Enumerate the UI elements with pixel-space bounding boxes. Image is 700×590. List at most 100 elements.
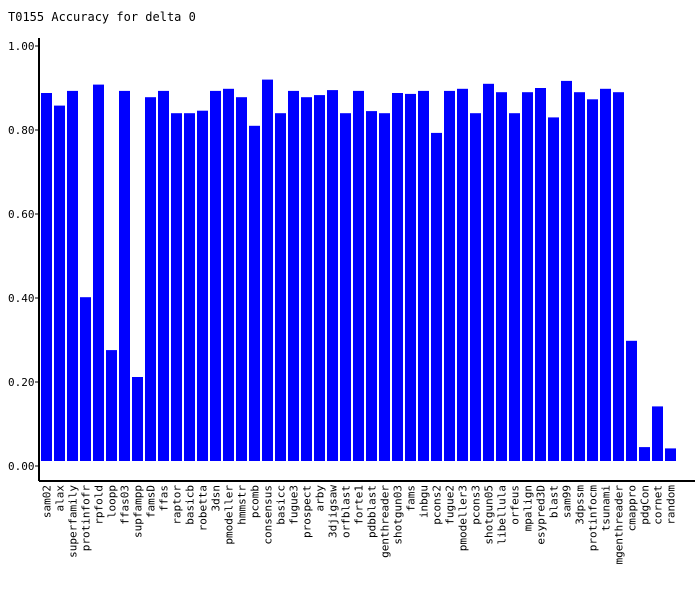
bar-fams: [405, 93, 416, 462]
bar-pcons3: [470, 113, 481, 461]
bar-pmodeller: [223, 88, 234, 462]
x-tick-label: mgenthreader: [613, 485, 626, 565]
bar-genthreader: [379, 113, 390, 461]
x-tick-label: sam99: [561, 485, 574, 518]
bar-esypred3D: [535, 88, 546, 461]
x-tick-label: pdgCon: [639, 485, 652, 525]
x-tick-label: tsunami: [600, 485, 613, 531]
x-tick-label: fugue3: [288, 485, 301, 525]
bar-basicc: [275, 113, 286, 461]
y-tick-label: 0.80: [8, 124, 35, 137]
x-tick-label: rpfold: [93, 485, 106, 525]
bar-3dsn: [210, 90, 221, 462]
bar-blast: [548, 117, 559, 462]
bar-pdbblast: [366, 111, 377, 461]
x-axis-labels: sam02 alax superfamily protinfofr rpfold loop…: [41, 485, 678, 565]
x-tick-label: pmodeller3: [457, 485, 470, 551]
x-tick-label: pcons3: [470, 485, 483, 525]
y-tick-label: 0.00: [8, 460, 35, 473]
bar-loopp: [106, 350, 117, 461]
x-tick-label: pcomb: [249, 485, 262, 518]
bar-supfampp: [132, 377, 143, 461]
bar-basicb: [184, 113, 195, 461]
bar-superfamily: [67, 90, 78, 462]
bar-hmmstr: [236, 97, 247, 461]
x-tick-label: ffas03: [119, 485, 132, 525]
bar-ffas03: [119, 90, 130, 462]
bar-arby: [314, 95, 325, 461]
x-tick-label: arby: [314, 485, 327, 512]
x-tick-label: blast: [548, 485, 561, 518]
bar-pdgCon: [639, 447, 650, 461]
bar-3dpssm: [574, 92, 585, 461]
x-tick-label: pdbblast: [366, 485, 379, 538]
x-tick-label: ffas: [158, 485, 171, 512]
x-tick-label: loopp: [106, 485, 119, 518]
chart-title: T0155 Accuracy for delta 0: [8, 10, 196, 24]
bar-protinfofr: [80, 297, 91, 461]
x-tick-label: orfeus: [509, 485, 522, 525]
y-tick-label: 0.40: [8, 292, 35, 305]
x-tick-label: sam02: [41, 485, 54, 518]
bar-robetta: [197, 110, 208, 461]
x-tick-label: 3dsn: [210, 485, 223, 512]
x-tick-label: pmodeller: [223, 485, 236, 545]
y-tick-label: 0.20: [8, 376, 35, 389]
x-tick-label: 3djigsaw: [327, 485, 340, 538]
x-tick-label: orfblast: [340, 485, 353, 538]
x-tick-label: pcons2: [431, 485, 444, 525]
y-tick-label: 0.60: [8, 208, 35, 221]
bar-3djigsaw: [327, 90, 338, 461]
bar-fugue3: [288, 90, 299, 462]
x-tick-label: supfampp: [132, 485, 145, 538]
bar-mpalign: [522, 92, 533, 461]
bar-raptor: [171, 113, 182, 461]
x-tick-label: shotgun05: [483, 485, 496, 545]
bar-pcons2: [431, 132, 442, 461]
bar-random: [665, 448, 676, 461]
x-tick-label: alax: [54, 485, 67, 512]
y-axis: 0.00 0.20 0.40 0.60 0.80 1.00: [8, 40, 39, 473]
x-tick-label: cmappro: [626, 485, 639, 531]
bar-ffas: [158, 90, 169, 462]
bar-protinfocm: [587, 99, 598, 462]
x-tick-label: raptor: [171, 485, 184, 525]
bar-shotgun03: [392, 93, 403, 461]
bar-tsunami: [600, 88, 611, 462]
x-tick-label: genthreader: [379, 485, 392, 558]
y-tick-label: 1.00: [8, 40, 35, 53]
bar-sam99: [561, 80, 572, 462]
bar-pmodeller3: [457, 88, 468, 462]
bar-mgenthreader: [613, 92, 624, 461]
bar-inbgu: [418, 90, 429, 462]
x-tick-label: basicb: [184, 485, 197, 525]
x-tick-label: libellula: [496, 485, 509, 545]
bar-consensus: [262, 79, 273, 461]
x-tick-label: fugue2: [444, 485, 457, 525]
x-tick-label: superfamily: [67, 485, 80, 558]
x-tick-label: 3dpssm: [574, 485, 587, 525]
x-tick-label: mpalign: [522, 485, 535, 531]
bar-shotgun05: [483, 83, 494, 462]
x-tick-label: robetta: [197, 485, 210, 531]
x-tick-label: esypred3D: [535, 485, 548, 545]
bar-famsD: [145, 97, 156, 461]
x-tick-label: forte1: [353, 485, 366, 525]
bar-fugue2: [444, 90, 455, 462]
bar-forte1: [353, 90, 364, 462]
x-tick-label: prospect: [301, 485, 314, 538]
bar-libellula: [496, 92, 507, 461]
bar-prospect: [301, 97, 312, 461]
bar-alax: [54, 105, 65, 461]
bar-orfeus: [509, 113, 520, 461]
x-tick-label: fams: [405, 485, 418, 512]
x-tick-label: shotgun03: [392, 485, 405, 545]
bar-pcomb: [249, 125, 260, 462]
bar-orfblast: [340, 113, 351, 461]
x-tick-label: consensus: [262, 485, 275, 545]
x-tick-label: hmmstr: [236, 485, 249, 525]
x-tick-label: inbgu: [418, 485, 431, 518]
x-tick-label: cornet: [652, 485, 665, 525]
bar-rpfold: [93, 84, 104, 461]
